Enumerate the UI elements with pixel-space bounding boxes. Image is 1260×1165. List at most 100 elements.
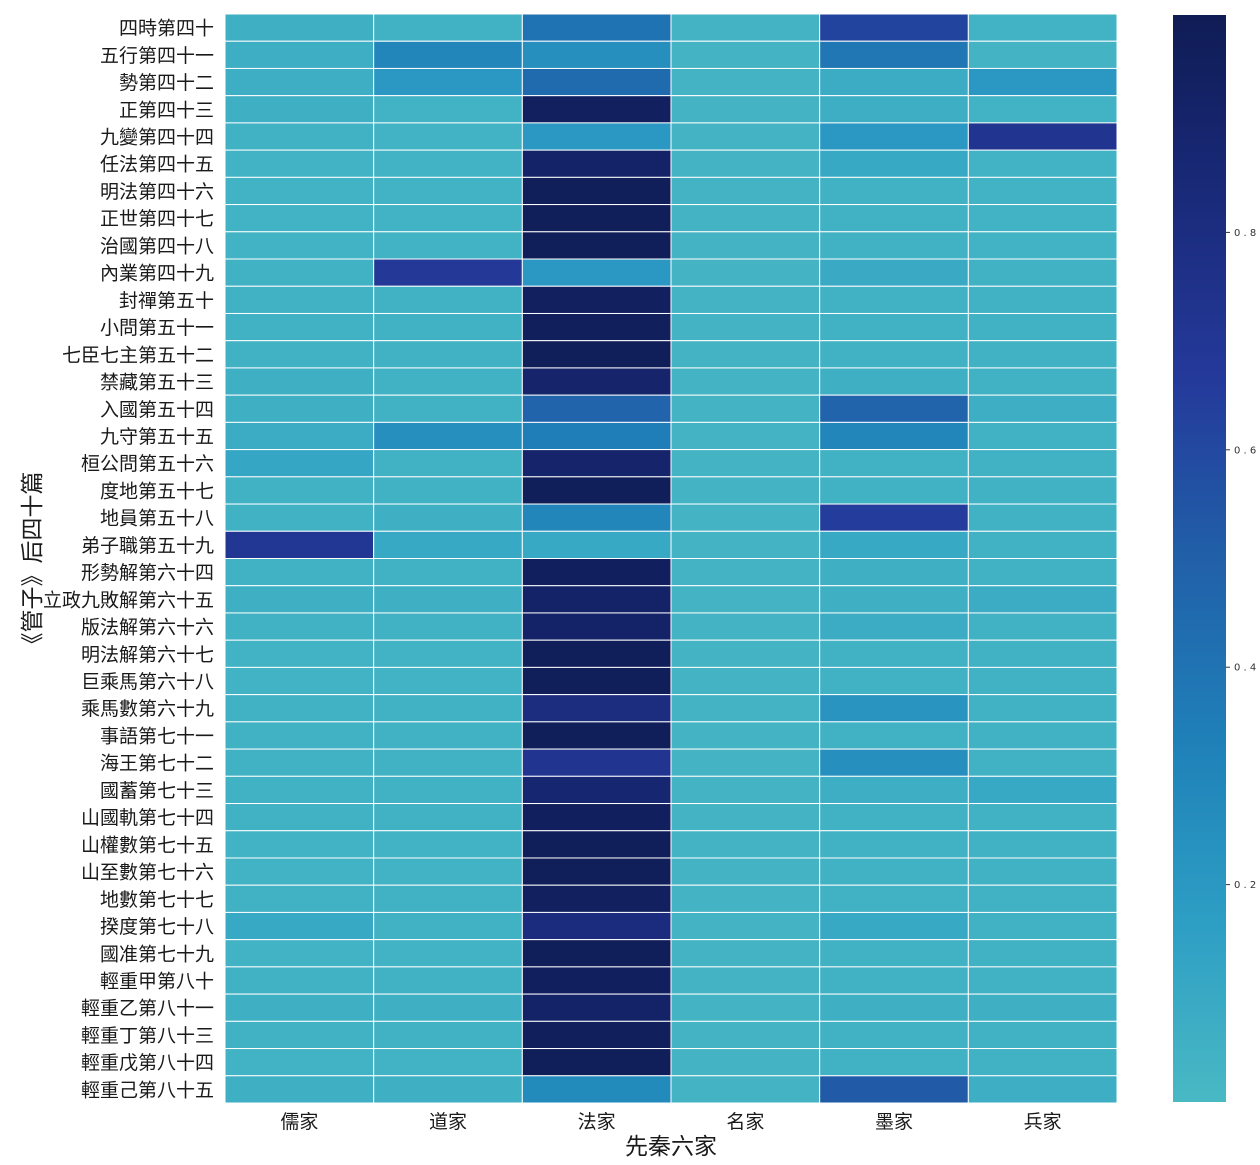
heatmap-cell xyxy=(819,911,969,941)
heatmap-cell xyxy=(670,857,821,886)
heatmap-cell xyxy=(521,421,672,451)
heatmap-cell xyxy=(819,1020,969,1050)
x-axis-title: 先秦六家 xyxy=(625,1134,717,1160)
heatmap-cell xyxy=(521,449,672,478)
heatmap-cell xyxy=(967,803,1118,832)
heatmap-cell xyxy=(967,721,1118,750)
heatmap-cell xyxy=(224,176,375,206)
row-label: 乘馬數第六十九 xyxy=(81,698,214,720)
heatmap-cell xyxy=(967,558,1118,587)
heatmap-cell xyxy=(670,775,821,805)
heatmap-cell xyxy=(224,830,375,859)
heatmap-cell xyxy=(670,258,821,287)
heatmap-cell xyxy=(670,367,821,396)
heatmap-cell xyxy=(373,258,523,287)
heatmap-cell xyxy=(521,694,672,723)
heatmap-cell xyxy=(670,421,821,451)
heatmap-cell xyxy=(967,149,1118,178)
heatmap-cell xyxy=(373,830,523,859)
heatmap-cell xyxy=(373,312,523,342)
heatmap-cell xyxy=(967,530,1118,560)
heatmap-cell xyxy=(819,204,969,233)
heatmap-cell xyxy=(224,1075,375,1104)
heatmap-cell xyxy=(670,476,821,505)
heatmap-cell xyxy=(224,966,375,995)
heatmap-cell xyxy=(967,340,1118,369)
row-label: 巨乘馬第六十八 xyxy=(81,671,214,693)
row-label: 入國第五十四 xyxy=(100,399,214,421)
heatmap-cell xyxy=(670,830,821,859)
heatmap-cell xyxy=(670,993,821,1022)
heatmap-cell xyxy=(521,67,672,97)
heatmap-cell xyxy=(967,503,1118,532)
heatmap-cell xyxy=(521,612,672,641)
heatmap-cell xyxy=(819,966,969,995)
heatmap-cell xyxy=(373,122,523,151)
colorbar xyxy=(1173,15,1226,1102)
heatmap-cell xyxy=(521,340,672,369)
heatmap-cell xyxy=(819,13,969,42)
heatmap-cell xyxy=(224,694,375,723)
row-label: 七臣七主第五十二 xyxy=(62,344,214,366)
heatmap-cell xyxy=(224,312,375,342)
heatmap-cell xyxy=(819,585,969,614)
colorbar-tick-label: 0 . 8 xyxy=(1234,228,1256,239)
heatmap-cell xyxy=(521,176,672,206)
heatmap-cell xyxy=(967,775,1118,805)
heatmap-cell xyxy=(967,639,1118,668)
heatmap-cell xyxy=(670,558,821,587)
heatmap-cell xyxy=(373,803,523,832)
heatmap-cell xyxy=(521,503,672,532)
heatmap-cell xyxy=(967,830,1118,859)
heatmap-cell xyxy=(224,857,375,886)
heatmap-cell xyxy=(373,503,523,532)
heatmap-cell xyxy=(967,122,1118,151)
heatmap-cell xyxy=(224,122,375,151)
heatmap-cell xyxy=(967,612,1118,641)
heatmap-cell xyxy=(967,67,1118,97)
heatmap-cell xyxy=(819,775,969,805)
row-label: 事語第七十一 xyxy=(100,725,214,747)
heatmap-cell xyxy=(670,803,821,832)
heatmap-cell xyxy=(521,857,672,886)
heatmap-cell xyxy=(521,231,672,260)
heatmap-cell xyxy=(373,585,523,614)
heatmap-cell xyxy=(967,748,1118,777)
heatmap-cell xyxy=(967,1075,1118,1104)
row-label: 禁藏第五十三 xyxy=(100,372,214,394)
column-label: 法家 xyxy=(578,1111,616,1133)
heatmap-cell xyxy=(967,176,1118,206)
heatmap-cell xyxy=(819,721,969,750)
row-label: 山權數第七十五 xyxy=(81,834,214,856)
heatmap-cell xyxy=(670,721,821,750)
heatmap-cell xyxy=(967,1048,1118,1077)
heatmap-cell xyxy=(521,367,672,396)
heatmap-cell xyxy=(819,40,969,69)
heatmap-cell xyxy=(521,285,672,314)
heatmap-cell xyxy=(819,666,969,696)
heatmap-cell xyxy=(670,530,821,560)
heatmap-cell xyxy=(521,558,672,587)
heatmap-cell xyxy=(224,95,375,124)
heatmap-cell xyxy=(670,40,821,69)
column-label: 儒家 xyxy=(280,1111,318,1133)
heatmap-cell xyxy=(521,911,672,941)
heatmap-cell xyxy=(819,312,969,342)
row-label: 正世第四十七 xyxy=(100,208,214,230)
heatmap-cell xyxy=(521,149,672,178)
row-label: 內業第四十九 xyxy=(100,263,214,285)
heatmap-cell xyxy=(819,993,969,1022)
heatmap-cell xyxy=(670,1020,821,1050)
row-labels: 四時第四十五行第四十一勢第四十二正第四十三九變第四十四任法第四十五明法第四十六正… xyxy=(43,18,214,1102)
row-label: 山至數第七十六 xyxy=(81,862,214,884)
heatmap-cell xyxy=(670,1048,821,1077)
heatmap-cell xyxy=(967,585,1118,614)
heatmap-cell xyxy=(521,530,672,560)
heatmap-cell xyxy=(521,204,672,233)
heatmap-cell xyxy=(373,285,523,314)
heatmap-cell xyxy=(224,204,375,233)
row-label: 地員第五十八 xyxy=(100,508,214,530)
heatmap-cell xyxy=(819,95,969,124)
heatmap-cell xyxy=(373,176,523,206)
